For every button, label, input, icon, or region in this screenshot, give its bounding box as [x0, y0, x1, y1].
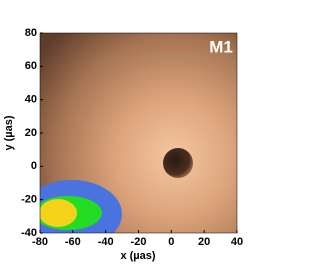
plot-area: [40, 33, 237, 233]
annotation: M1: [209, 37, 233, 56]
shadow: [163, 148, 193, 178]
y-tick-label: 20: [25, 127, 37, 139]
x-tick-label: 0: [168, 236, 174, 248]
y-tick-label: 0: [31, 160, 37, 172]
beam-inner: [40, 199, 77, 227]
y-tick-label: 80: [25, 27, 37, 39]
x-tick-label: 20: [198, 236, 210, 248]
y-tick-label: 60: [25, 60, 37, 72]
y-tick-label: 40: [25, 94, 37, 106]
y-tick-label: -20: [21, 194, 37, 206]
y-tick-label: -40: [21, 227, 37, 239]
x-tick-label: -60: [65, 236, 81, 248]
x-tick-label: -80: [32, 236, 48, 248]
x-axis-label: x (µas): [120, 250, 155, 262]
x-tick-label: -40: [98, 236, 114, 248]
x-tick-label: -20: [131, 236, 147, 248]
x-tick-label: 40: [231, 236, 243, 248]
chart: M1 x (µas) y (µas) -80 -60 -40 -20 0 20 40 -40 -…: [3, 27, 243, 262]
y-axis-label: y (µas): [3, 115, 15, 150]
